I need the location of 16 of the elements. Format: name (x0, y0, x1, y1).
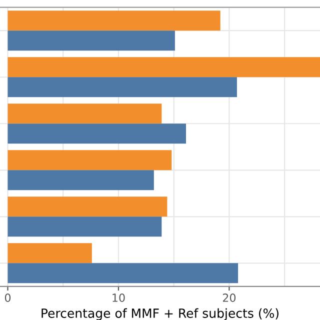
x-tick-label: 20 (222, 294, 236, 302)
bar (8, 216, 162, 237)
bar (8, 30, 175, 51)
bar (8, 57, 320, 78)
bar (8, 150, 172, 170)
x-tick-label: 0 (4, 294, 11, 302)
x-axis-title: Percentage of MMF + Ref subjects (%) (42, 308, 278, 320)
bar (8, 243, 92, 264)
bar (8, 10, 220, 31)
x-tick-label: 10 (112, 294, 125, 302)
bar (8, 77, 237, 98)
bar (8, 104, 162, 124)
bar (8, 170, 154, 190)
bar (8, 124, 186, 144)
bar (8, 263, 238, 284)
bar (8, 196, 168, 217)
